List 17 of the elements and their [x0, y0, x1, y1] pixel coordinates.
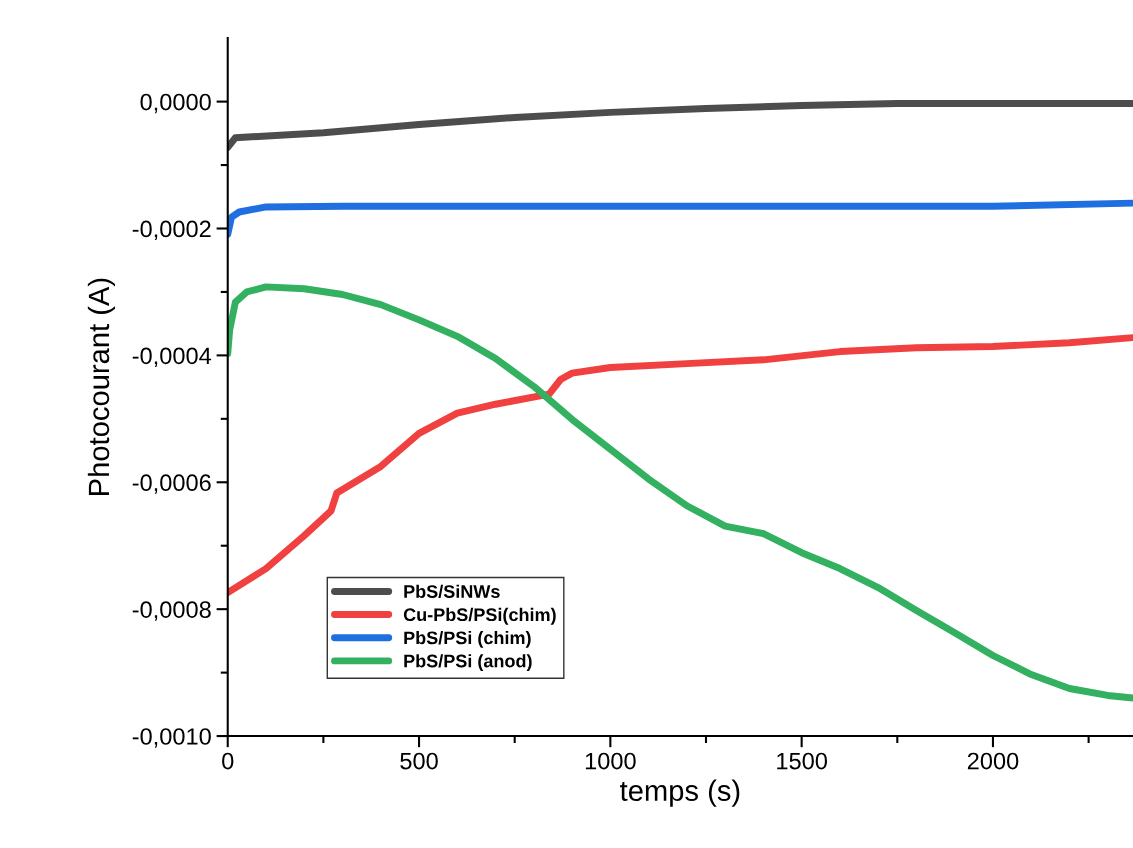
x-tick-label: 0: [222, 752, 234, 770]
y-tick-label: -0,0004: [132, 347, 212, 367]
y-tick-label: -0,0008: [132, 601, 211, 621]
x-tick-label: 500: [400, 752, 438, 770]
y-tick-label: -0,0010: [132, 728, 211, 748]
x-tick-label: 1000: [585, 752, 636, 770]
y-axis-title: Photocourant (A): [87, 278, 116, 495]
legend-label: PbS/SiNWs: [404, 584, 500, 599]
legend-label: PbS/PSi (chim): [404, 630, 531, 648]
y-tick-label: -0,0006: [132, 474, 211, 494]
x-axis-title: temps (s): [620, 779, 740, 807]
y-tick-label: -0,0002: [132, 220, 211, 241]
legend-label: Cu-PbS/PSi(chim): [403, 607, 556, 625]
x-tick-label: 1500: [777, 752, 827, 770]
y-tick-label: 0,0000: [140, 93, 211, 114]
x-tick-label: 2000: [967, 752, 1019, 770]
legend-label: PbS/PSi (anod): [404, 654, 532, 671]
